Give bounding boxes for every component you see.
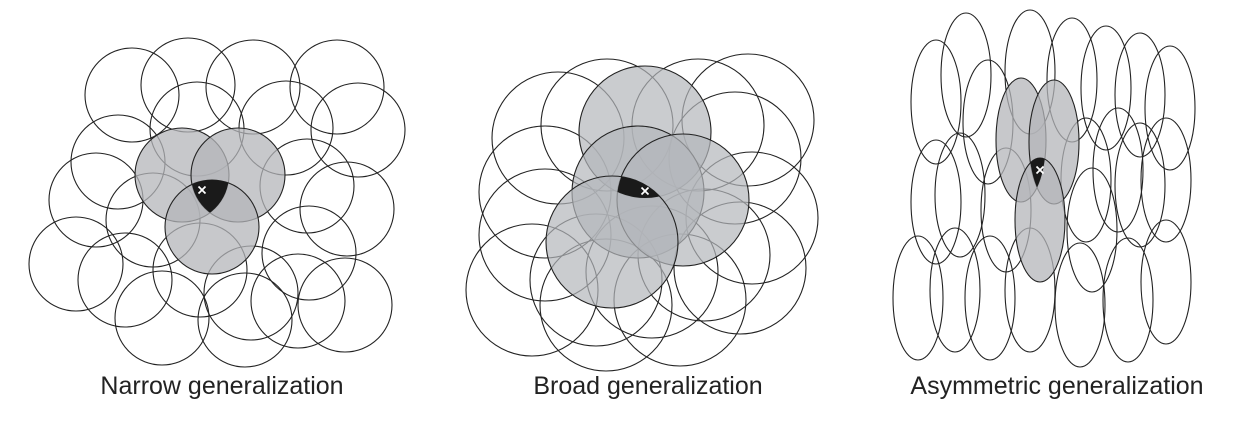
caption-asymmetric-generalization: Asymmetric generalization — [910, 372, 1203, 401]
caption-broad-generalization: Broad generalization — [533, 372, 762, 401]
panel-narrow — [29, 38, 405, 367]
active-fields — [996, 78, 1079, 282]
panel-broad — [466, 54, 818, 371]
caption-narrow-generalization: Narrow generalization — [100, 372, 343, 401]
active-fields — [546, 66, 749, 308]
panel-asymmetric — [893, 10, 1195, 367]
